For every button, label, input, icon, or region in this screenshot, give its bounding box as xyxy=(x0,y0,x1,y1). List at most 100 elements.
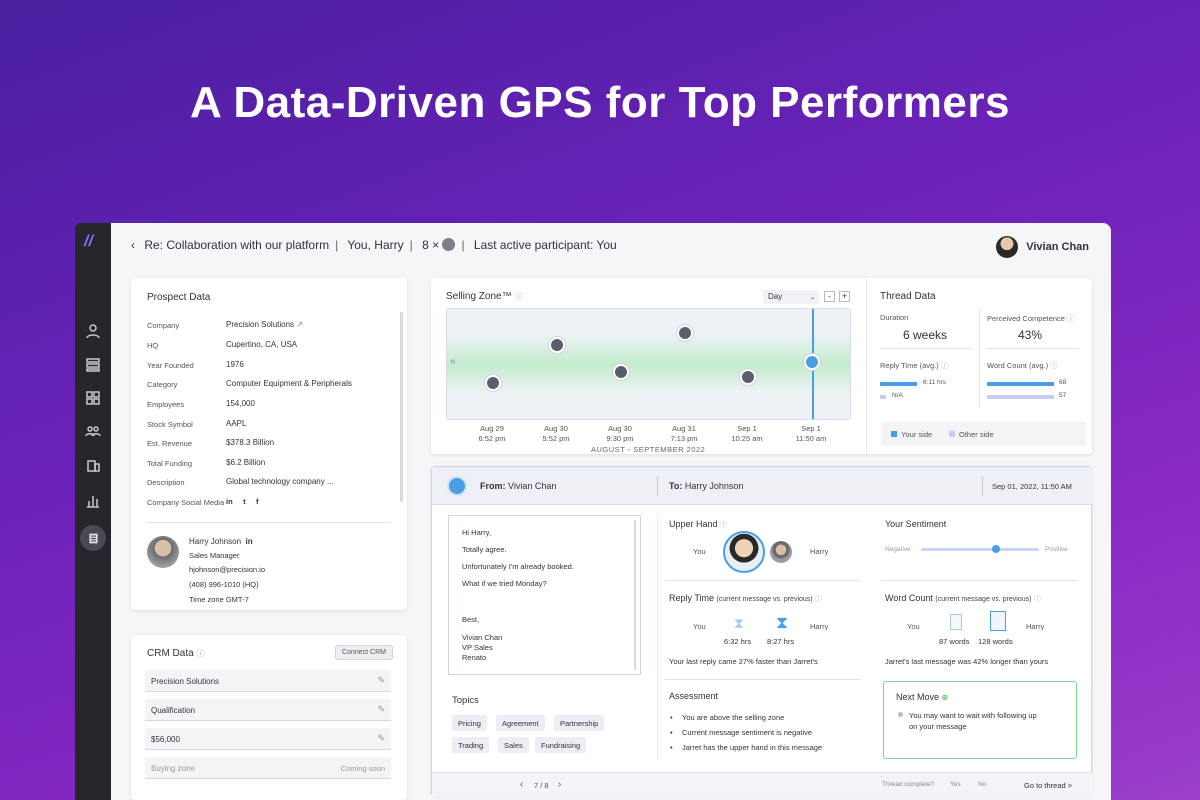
reply-bar-you xyxy=(880,382,917,386)
list-icon[interactable] xyxy=(85,357,101,373)
linkedin-icon[interactable]: in xyxy=(226,497,233,506)
thread-breadcrumb: ‹ Re: Collaboration with our platform | Y… xyxy=(131,238,617,252)
value-stock: AAPL xyxy=(226,419,247,428)
value-company: Precision Solutions ↗ xyxy=(226,320,303,329)
scroll-left-icon[interactable]: « xyxy=(450,356,456,367)
next-move-text: You may want to wait with following up on… xyxy=(909,711,1037,731)
reply-v1: 6:32 hrs xyxy=(724,637,752,646)
duration-label: Duration xyxy=(880,313,909,322)
tick-label: Sep 1 10:25 am xyxy=(731,424,763,443)
scrollbar[interactable] xyxy=(400,312,403,502)
selling-zone-card: Selling Zone™ ⓘ Day ⌄ - + « Aug 29 6:52 pm… xyxy=(431,278,1092,454)
info-icon: ⓘ xyxy=(514,292,523,301)
contact-phone[interactable]: (408) 996-1010 (HQ) xyxy=(189,580,259,589)
topic-chip[interactable]: Partnership xyxy=(554,715,605,731)
crm-field-amount[interactable]: $56,000 ✎ xyxy=(145,728,391,750)
external-link-icon[interactable]: ↗ xyxy=(296,320,303,329)
linkedin-icon[interactable]: in xyxy=(245,537,253,546)
social-links: in t f xyxy=(226,497,259,506)
value-revenue: $378.3 Billion xyxy=(226,438,275,447)
tick-label: Aug 29 6:52 pm xyxy=(478,424,506,443)
logo-icon: // xyxy=(84,233,93,250)
twitter-icon[interactable]: t xyxy=(243,497,246,506)
prev-page-icon[interactable]: ‹ xyxy=(520,779,524,790)
label-stock: Stock Symbol xyxy=(147,420,193,429)
building-icon[interactable] xyxy=(85,457,101,473)
headline: A Data-Driven GPS for Top Performers xyxy=(190,78,1010,127)
divider xyxy=(982,476,983,496)
zoom-out-button[interactable]: - xyxy=(824,291,835,302)
reply-value-other: N/A xyxy=(892,392,903,399)
reply-value-you: 6:11 hrs xyxy=(923,379,947,386)
envelope-icon xyxy=(447,476,467,496)
label-revenue: Est. Revenue xyxy=(147,439,193,448)
user-menu[interactable]: Vivian Chan xyxy=(996,236,1089,258)
topic-chip[interactable]: Sales xyxy=(498,737,529,753)
contact-timezone: Time zone GMT-7 xyxy=(189,595,249,604)
info-icon: ⓘ xyxy=(1050,361,1058,370)
selling-zone-chart[interactable]: « xyxy=(446,308,851,420)
next-move-card: Next Move ⊕ You may want to wait with fo… xyxy=(883,681,1077,759)
last-active: Last active participant: You xyxy=(473,238,617,252)
selling-zone-band xyxy=(447,334,850,394)
info-icon: ⓘ xyxy=(1033,596,1041,603)
sentiment-positive: Positive xyxy=(1045,546,1068,553)
contact-email[interactable]: hjohnson@precision.io xyxy=(189,565,265,574)
email-to: To: Harry Johnson xyxy=(669,481,744,491)
threads-icon[interactable] xyxy=(80,525,106,551)
next-page-icon[interactable]: › xyxy=(558,779,562,790)
sentiment-negative: Negative xyxy=(885,546,911,553)
user-icon[interactable] xyxy=(85,323,101,339)
team-icon[interactable] xyxy=(85,423,101,439)
message-count: 8 × xyxy=(422,238,440,252)
assessment-title: Assessment xyxy=(669,691,719,701)
crm-field-stage[interactable]: Qualification ✎ xyxy=(145,699,391,721)
go-to-thread-link[interactable]: Go to thread > xyxy=(1024,781,1073,790)
contact-name-line: Harry Johnson in xyxy=(189,537,253,546)
message-marker[interactable] xyxy=(549,337,565,353)
legend-swatch-you xyxy=(891,431,897,437)
edit-icon: ✎ xyxy=(377,704,385,714)
words-you: You xyxy=(907,622,920,631)
grid-icon[interactable] xyxy=(85,390,101,406)
message-marker[interactable] xyxy=(740,369,756,385)
mail-icon xyxy=(442,238,456,251)
bar-chart-icon[interactable] xyxy=(85,493,101,509)
topic-chip[interactable]: Agreement xyxy=(496,715,545,731)
prospect-data-card: Prospect Data Company Precision Solution… xyxy=(131,278,407,610)
divider xyxy=(881,580,1077,581)
competence-label: Perceived Competence ⓘ xyxy=(987,314,1075,323)
topic-chip[interactable]: Pricing xyxy=(452,715,487,731)
avatar-you xyxy=(723,531,765,573)
word-count-title: Word Count (current message vs. previous… xyxy=(885,593,1041,603)
word-bar-other xyxy=(987,395,1054,399)
granularity-select[interactable]: Day ⌄ xyxy=(763,290,819,304)
user-name: Vivian Chan xyxy=(1026,241,1089,253)
back-chevron-icon[interactable]: ‹ xyxy=(131,238,135,252)
scrollbar[interactable] xyxy=(634,520,636,670)
email-body[interactable]: Hi Harry, Totally agree. Unfortunately I… xyxy=(448,515,641,675)
no-button[interactable]: No xyxy=(978,781,987,788)
message-marker[interactable] xyxy=(613,364,629,380)
chevron-down-icon: ⌄ xyxy=(809,295,815,301)
connect-crm-button[interactable]: Connect CRM xyxy=(335,645,393,660)
message-marker[interactable] xyxy=(677,325,693,341)
crm-data-card: CRM Data ⓘ Connect CRM Precision Solutio… xyxy=(131,635,407,800)
facebook-icon[interactable]: f xyxy=(256,497,259,506)
plus-circle-icon: ⊕ xyxy=(941,693,949,702)
thread-complete-label: Thread complete? xyxy=(882,781,935,788)
topic-chip[interactable]: Fundraising xyxy=(535,737,587,753)
document-icon xyxy=(950,614,962,630)
yes-button[interactable]: Yes xyxy=(950,781,961,788)
hourglass-icon: ⧗ xyxy=(734,615,744,631)
word-value-other: 57 xyxy=(1059,392,1067,399)
topic-chip[interactable]: Trading xyxy=(452,737,490,753)
email-date: Sep 01, 2022, 11:50 AM xyxy=(992,482,1072,491)
zoom-in-button[interactable]: + xyxy=(839,291,850,302)
info-icon: ⓘ xyxy=(720,522,728,529)
message-marker[interactable] xyxy=(485,375,501,391)
words-v1: 87 words xyxy=(939,637,970,646)
crm-field-company[interactable]: Precision Solutions ✎ xyxy=(145,670,391,692)
message-marker-current[interactable] xyxy=(804,354,820,370)
document-icon xyxy=(990,611,1006,631)
